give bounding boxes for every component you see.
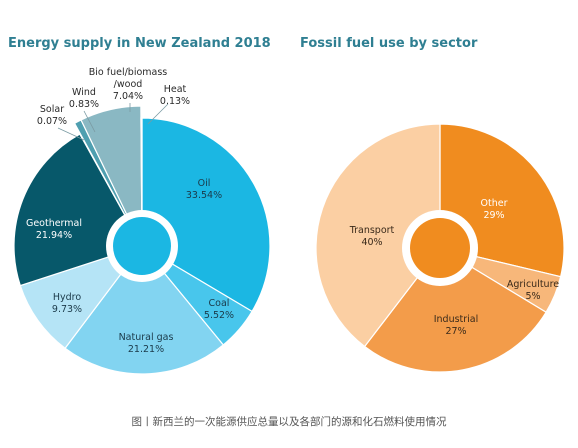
sector-label-other: Other 29%: [481, 198, 508, 221]
energy-slice-natural-gas: [64, 245, 225, 375]
sector-label-transport: Transport 40%: [349, 225, 395, 248]
energy-label-coal: Coal 5.52%: [204, 298, 234, 321]
energy-slice-bio-fuel-biomass-wood: [80, 105, 143, 247]
leader-line-heat: [147, 103, 169, 125]
sector-donut-core: [410, 218, 470, 278]
chart-title-energy-supply: Energy supply in New Zealand 2018: [8, 36, 271, 51]
energy-slice-oil: [141, 117, 271, 313]
sector-label-industrial: Industrial 27%: [434, 314, 479, 337]
energy-label-oil: Oil 33.54%: [186, 178, 222, 201]
sector-slice-industrial: [363, 247, 547, 373]
sector-slice-transport: [315, 123, 441, 348]
energy-label-hydro: Hydro 9.73%: [52, 292, 82, 315]
leader-line-solar: [57, 127, 85, 141]
energy-label-solar: Solar 0.07%: [37, 104, 67, 127]
fossil-fuel-sector-pie: Other 29% Agriculture 5% Industrial 27% Transp…: [315, 123, 565, 373]
sector-label-agriculture: Agriculture 5%: [507, 279, 559, 302]
energy-label-wind: Wind 0.83%: [69, 87, 99, 110]
leader-line-wind: [83, 110, 96, 133]
energy-label-bio-fuel-biomass-wood: Bio fuel/biomass/wood 7.04%: [89, 67, 168, 102]
energy-supply-pie: Oil 33.54% Coal 5.52% Natural gas 21.21% Hydro…: [13, 67, 271, 375]
chart-title-fossil-fuel: Fossil fuel use by sector: [300, 36, 478, 51]
figure-caption: 图丨新西兰的一次能源供应总量以及各部门的源和化石燃料使用情况: [131, 416, 447, 428]
energy-label-geothermal: Geothermal 21.94%: [26, 218, 82, 241]
energy-label-heat: Heat 0.13%: [160, 84, 190, 107]
energy-donut-core: [113, 217, 171, 275]
energy-slice-hydro: [19, 244, 144, 350]
energy-label-natural-gas: Natural gas 21.21%: [119, 332, 174, 355]
